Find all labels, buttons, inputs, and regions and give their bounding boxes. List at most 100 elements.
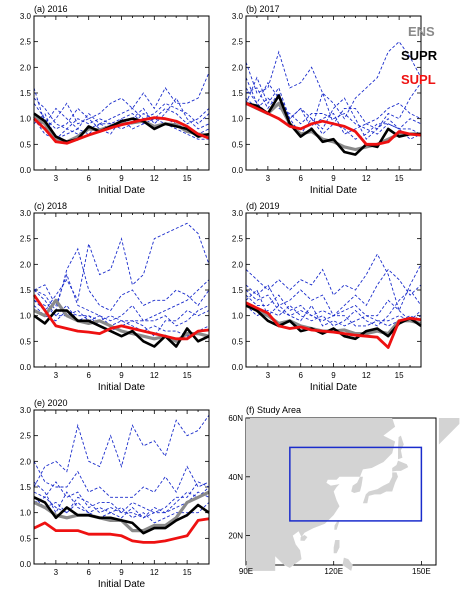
y-tick-label: 0.5 (232, 140, 244, 149)
x-tick-label: 6 (86, 568, 91, 577)
series-ens-line (33, 490, 210, 533)
lon-tick-label: 120E (324, 567, 343, 576)
x-tick-label: 15 (395, 174, 404, 183)
panel-frame (33, 212, 210, 368)
y-tick-label: 2.0 (232, 260, 244, 269)
member-line-2 (245, 268, 422, 317)
y-tick-label: 0.5 (20, 534, 32, 543)
x-tick-label: 12 (150, 174, 159, 183)
y-tick-label: 2.0 (20, 260, 32, 269)
x-tick-label: 6 (86, 371, 91, 380)
x-tick-label: 12 (150, 568, 159, 577)
panel-title: (b) 2017 (246, 4, 280, 14)
member-line-1 (33, 414, 210, 488)
y-tick-label: 0.0 (20, 560, 32, 569)
panel-frame (245, 212, 422, 368)
y-tick-label: 3.0 (232, 209, 244, 218)
y-tick-label: 1.5 (232, 89, 244, 98)
y-tick-label: 1.0 (20, 312, 32, 321)
y-tick-label: 2.0 (20, 457, 32, 466)
y-tick-label: 3.0 (20, 12, 32, 21)
member-line-1 (245, 253, 422, 312)
member-line-5 (33, 97, 210, 130)
x-tick-label: 3 (54, 371, 59, 380)
y-tick-label: 2.0 (232, 63, 244, 72)
visayas-shape (342, 557, 353, 571)
y-tick-label: 1.0 (232, 312, 244, 321)
y-tick-label: 3.0 (20, 209, 32, 218)
lon-tick-label: 150E (412, 567, 431, 576)
hainan-shape (300, 535, 308, 541)
y-tick-label: 1.5 (232, 286, 244, 295)
x-tick-label: 3 (54, 174, 59, 183)
panel-title: (d) 2019 (246, 201, 280, 211)
japan-honshu-shape (362, 472, 398, 504)
lat-tick-label: 40N (228, 473, 243, 482)
member-line-5 (33, 279, 210, 322)
series-supl-line (245, 301, 422, 349)
panel-title: (c) 2018 (34, 201, 67, 211)
x-tick-label: 15 (395, 371, 404, 380)
panel-title: (e) 2020 (34, 398, 68, 408)
panel-title: (a) 2016 (34, 4, 68, 14)
x-tick-label: 12 (150, 371, 159, 380)
member-line-1 (33, 222, 210, 312)
member-line-4 (33, 299, 210, 337)
member-line-3 (245, 87, 422, 140)
y-tick-label: 0.0 (20, 166, 32, 175)
legend-supl: SUPL (401, 72, 436, 87)
series-supl-line (33, 517, 210, 544)
y-tick-label: 1.5 (20, 286, 32, 295)
chart-panel-1: (a) 2016 0.0 0.5 1.0 1.5 2.0 2.5 3.0 3 6 9 12 15 Init… (20, 4, 210, 196)
series-supr-line (245, 304, 422, 341)
legend-supr: SUPR (401, 48, 438, 63)
x-axis-label: Initial Date (98, 579, 146, 590)
series-supr-line (33, 309, 210, 348)
x-tick-label: 15 (183, 568, 192, 577)
x-tick-label: 3 (266, 174, 271, 183)
y-tick-label: 2.0 (20, 63, 32, 72)
lon-tick-label: 90E (239, 567, 253, 576)
member-line-3 (33, 273, 210, 327)
member-line-2 (245, 77, 422, 131)
mainland-shape (246, 418, 396, 571)
y-tick-label: 1.0 (232, 115, 244, 124)
x-tick-label: 6 (86, 174, 91, 183)
member-line-6 (33, 289, 210, 337)
x-axis-label: Initial Date (98, 185, 146, 196)
chart-panel-5: (e) 2020 0.0 0.5 1.0 1.5 2.0 2.5 3.0 3 6 9 12 15 Init… (20, 398, 210, 590)
x-axis-label: Initial Date (310, 185, 358, 196)
taiwan-shape (334, 520, 340, 530)
x-tick-label: 12 (362, 174, 371, 183)
y-tick-label: 0.0 (20, 363, 32, 372)
x-tick-label: 9 (119, 371, 124, 380)
study-area-box (289, 446, 423, 522)
y-tick-label: 0.5 (20, 140, 32, 149)
panel-frame (33, 409, 210, 565)
x-tick-label: 12 (362, 371, 371, 380)
series-supl-line (33, 116, 210, 145)
series-supr-line (33, 112, 210, 144)
y-tick-label: 1.0 (20, 115, 32, 124)
x-tick-label: 6 (298, 371, 303, 380)
y-tick-label: 2.5 (20, 38, 32, 47)
x-axis-label: Initial Date (310, 382, 358, 393)
member-line-1 (33, 72, 210, 130)
kamchatka-shape (438, 418, 460, 445)
x-tick-label: 9 (331, 174, 336, 183)
x-tick-label: 9 (119, 174, 124, 183)
y-tick-label: 3.0 (232, 12, 244, 21)
y-tick-label: 1.5 (20, 89, 32, 98)
luzon-shape (333, 540, 340, 554)
member-line-2 (33, 87, 210, 130)
x-axis-label: Initial Date (98, 382, 146, 393)
series-supr-line (245, 94, 421, 156)
lat-tick-label: 20N (228, 532, 243, 541)
member-line-6 (245, 289, 422, 327)
chart-panel-3: (c) 2018 0.0 0.5 1.0 1.5 2.0 2.5 3.0 3 6 9 12 15 Init… (20, 201, 210, 393)
x-tick-label: 9 (331, 371, 336, 380)
map-title: (f) Study Area (246, 405, 301, 415)
series-supr-line (33, 496, 210, 535)
member-line-4 (33, 102, 209, 140)
